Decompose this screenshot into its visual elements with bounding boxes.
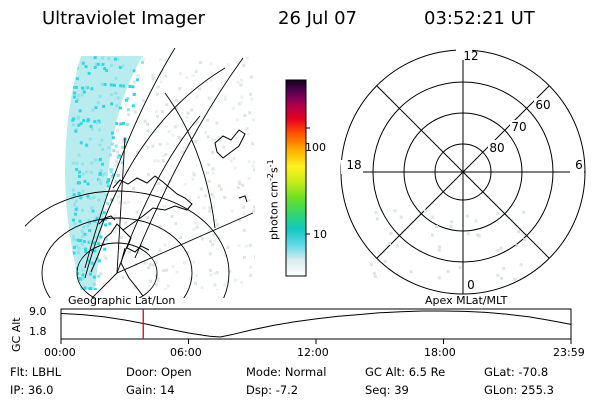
footer-flt: Flt: LBHL <box>10 365 62 379</box>
geographic-grid <box>25 48 254 298</box>
mlt-label-6: 6 <box>575 158 583 172</box>
y-tick-9: 9.0 <box>29 305 47 318</box>
x-tick-0600: 06:00 <box>170 346 202 359</box>
footer-mode: Mode: Normal <box>246 365 327 379</box>
polar-speckle <box>369 209 527 281</box>
colorbar-tick-100: 100 <box>305 141 326 154</box>
instrument-title: Ultraviolet Imager <box>42 8 205 29</box>
footer-glat: GLat: -70.8 <box>484 365 549 379</box>
mlt-label-12: 12 <box>463 49 478 63</box>
date-label: 26 Jul 07 <box>278 8 357 29</box>
aurora-speckle <box>71 56 144 290</box>
colorbar-tick-10: 10 <box>313 228 327 241</box>
polar-mlat-mlt-plot: 12 18 6 0 60 70 80 <box>340 48 586 295</box>
apex-mlat-mlt-label: Apex MLat/MLT <box>425 294 508 307</box>
uv-earth-image <box>25 48 255 298</box>
footer-gc-alt: GC Alt: 6.5 Re <box>365 365 446 379</box>
mlat-label-60: 60 <box>535 98 550 112</box>
x-tick-0000: 00:00 <box>44 346 76 359</box>
footer-dsp: Dsp: -7.2 <box>246 383 299 397</box>
y-tick-1-8: 1.8 <box>29 325 47 338</box>
footer-gain: Gain: 14 <box>126 383 175 397</box>
mlt-label-18: 18 <box>346 158 361 172</box>
x-tick-1800: 18:00 <box>424 346 456 359</box>
footer-seq: Seq: 39 <box>365 383 409 397</box>
gc-altitude-curve <box>60 310 572 338</box>
geographic-latlon-label: Geographic Lat/Lon <box>68 294 176 307</box>
footer-door: Door: Open <box>126 365 192 379</box>
footer-ip: IP: 36.0 <box>10 383 54 397</box>
intensity-colorbar <box>285 79 310 277</box>
mlat-label-70: 70 <box>511 120 526 134</box>
coastline <box>90 129 248 297</box>
x-tick-2359: 23:59 <box>553 346 585 359</box>
x-tick-1200: 12:00 <box>297 346 329 359</box>
mlat-label-80: 80 <box>489 141 504 155</box>
footer-glon: GLon: 255.3 <box>484 383 554 397</box>
time-label: 03:52:21 UT <box>424 8 535 29</box>
colorbar-gradient <box>285 79 307 277</box>
mlt-label-0: 0 <box>467 278 475 292</box>
diagonal-line-2 <box>376 85 550 259</box>
